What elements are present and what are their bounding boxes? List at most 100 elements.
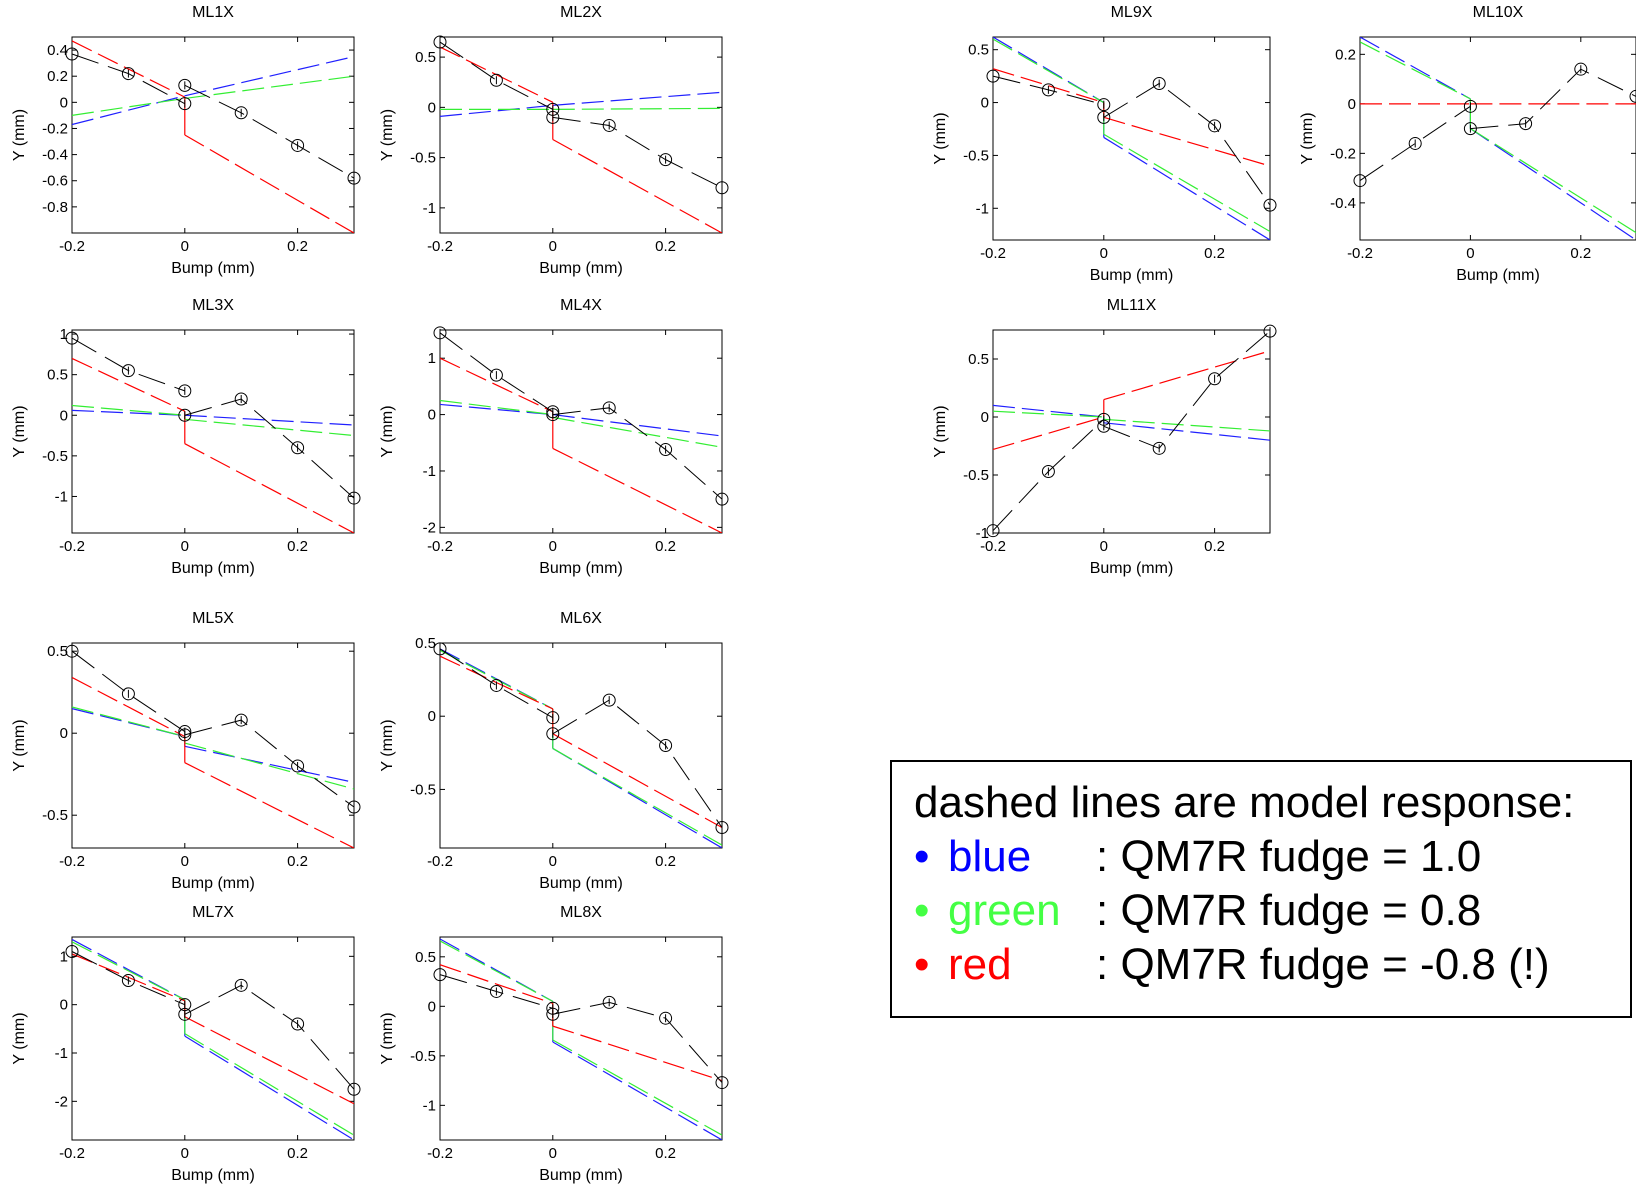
data-point: [433, 968, 447, 982]
measured-line-pos: [1103, 82, 1271, 206]
data-point: [1041, 465, 1055, 479]
data-point: [65, 644, 79, 658]
measured-line-neg: [439, 648, 554, 719]
measured-line-pos: [184, 398, 355, 499]
data-point: [489, 678, 503, 692]
axes-frame: [71, 642, 355, 849]
x-tick-label: 0.2: [287, 853, 308, 870]
data-point: [715, 1076, 729, 1090]
x-tick-label: -0.2: [980, 538, 1006, 555]
y-tick-label: 0: [60, 997, 68, 1014]
legend-desc-red: : QM7R fudge = -0.8 (!): [1096, 940, 1550, 989]
x-tick-label: 0: [1466, 245, 1474, 262]
y-axis-label: Y (mm): [932, 112, 949, 164]
legend-bullet-green: •: [914, 886, 930, 935]
legend-box: dashed lines are model response: • blue: …: [890, 760, 1632, 1018]
y-tick-label: -1: [423, 463, 436, 480]
chart-title: ML7X: [192, 904, 234, 921]
x-axis-label: Bump (mm): [171, 260, 255, 277]
data-point: [602, 693, 616, 707]
x-axis-label: Bump (mm): [539, 560, 623, 577]
model-line-red-pre: [440, 964, 553, 1004]
measured-line-neg: [71, 650, 186, 732]
data-point: [433, 35, 447, 49]
plot-area: [72, 676, 354, 848]
x-tick-label: 0.2: [655, 538, 676, 555]
y-tick-label: -0.4: [1330, 195, 1356, 212]
measured-line-pos: [552, 116, 723, 189]
data-point: [602, 401, 616, 415]
data-point: [291, 1017, 305, 1031]
y-tick-label: -0.5: [42, 448, 68, 465]
model-line-green-pre: [993, 410, 1104, 418]
y-tick-label: -1: [55, 1045, 68, 1062]
data-point: [546, 711, 560, 725]
chart-title: ML2X: [560, 4, 602, 21]
legend-bullet-red: •: [914, 940, 930, 989]
x-tick-label: -0.2: [59, 853, 85, 870]
model-line-green-pre: [72, 97, 185, 116]
model-line-blue-pre: [1360, 37, 1471, 100]
x-tick-label: 0: [549, 238, 557, 255]
model-line-red-post: [552, 1025, 722, 1082]
data-point: [715, 821, 729, 834]
data-point: [715, 181, 729, 195]
plot-area: [440, 938, 722, 1140]
model-line-blue-post: [1103, 136, 1270, 240]
data-point: [178, 384, 192, 398]
data-point: [433, 642, 447, 656]
y-tick-label: 0: [428, 407, 436, 424]
plot-area: [72, 938, 354, 1140]
data-point: [1408, 136, 1422, 150]
data-point: [234, 106, 248, 120]
chart-title: ML1X: [192, 4, 234, 21]
legend-desc-green: : QM7R fudge = 0.8: [1096, 886, 1482, 935]
x-axis-label: Bump (mm): [1090, 267, 1174, 284]
chart-ml1x: -0.2 0 0.2 0.4 0.2 0 -0.2 -0.4 -0.6 -0.8 ML1X Bump …: [11, 4, 361, 277]
plot-area: [72, 40, 354, 233]
data-point: [121, 687, 135, 701]
legend-heading: dashed lines are model response:: [914, 778, 1575, 827]
y-tick-label: 1: [60, 948, 68, 965]
data-point: [1463, 99, 1477, 113]
y-tick-label: -0.5: [410, 1048, 436, 1065]
chart-title: ML5X: [192, 610, 234, 627]
model-line-green-pre: [72, 706, 185, 738]
data-point: [602, 995, 616, 1009]
y-tick-label: -1: [976, 525, 989, 542]
data-point: [347, 491, 361, 505]
data-point: [178, 1007, 192, 1021]
data-point: [121, 67, 135, 81]
chart-ml5x: -0.2 0 0.2 0.5 0 -0.5 ML5X Bump (mm) Y (mm): [11, 610, 361, 892]
model-line-green-post: [184, 1033, 354, 1136]
plot-area: [1360, 37, 1636, 240]
chart-title: ML11X: [1107, 297, 1157, 314]
y-axis-label: Y (mm): [379, 109, 396, 161]
data-point: [178, 408, 192, 422]
data-point: [986, 524, 1000, 538]
legend-label-red: red: [948, 940, 1012, 989]
data-point: [347, 800, 361, 814]
model-line-green-pre: [993, 38, 1105, 104]
axes-frame: [1359, 36, 1636, 241]
data-point: [121, 364, 135, 378]
chart-title: ML4X: [560, 297, 602, 314]
legend-item-blue: • blue: QM7R fudge = 1.0: [914, 830, 1630, 884]
model-line-blue-pre: [440, 104, 553, 118]
y-tick-label: 0: [981, 95, 989, 112]
y-tick-label: -0.2: [42, 120, 68, 137]
x-tick-label: -0.2: [1347, 245, 1373, 262]
y-tick-label: 0: [981, 409, 989, 426]
y-tick-label: 0: [428, 99, 436, 116]
data-point: [546, 727, 560, 741]
axes-frame: [992, 329, 1271, 534]
y-tick-label: -1: [423, 200, 436, 217]
y-axis-label: Y (mm): [11, 405, 28, 457]
measured-line-neg: [1359, 105, 1471, 182]
y-axis-label: Y (mm): [11, 719, 28, 771]
x-tick-label: 0: [549, 538, 557, 555]
data-point: [1152, 77, 1166, 91]
data-point: [178, 728, 192, 742]
chart-ml8x: -0.2 0 0.2 0.5 0 -0.5 -1 ML8X Bump (mm) Y (mm): [379, 904, 729, 1184]
measured-line-pos: [184, 984, 355, 1090]
